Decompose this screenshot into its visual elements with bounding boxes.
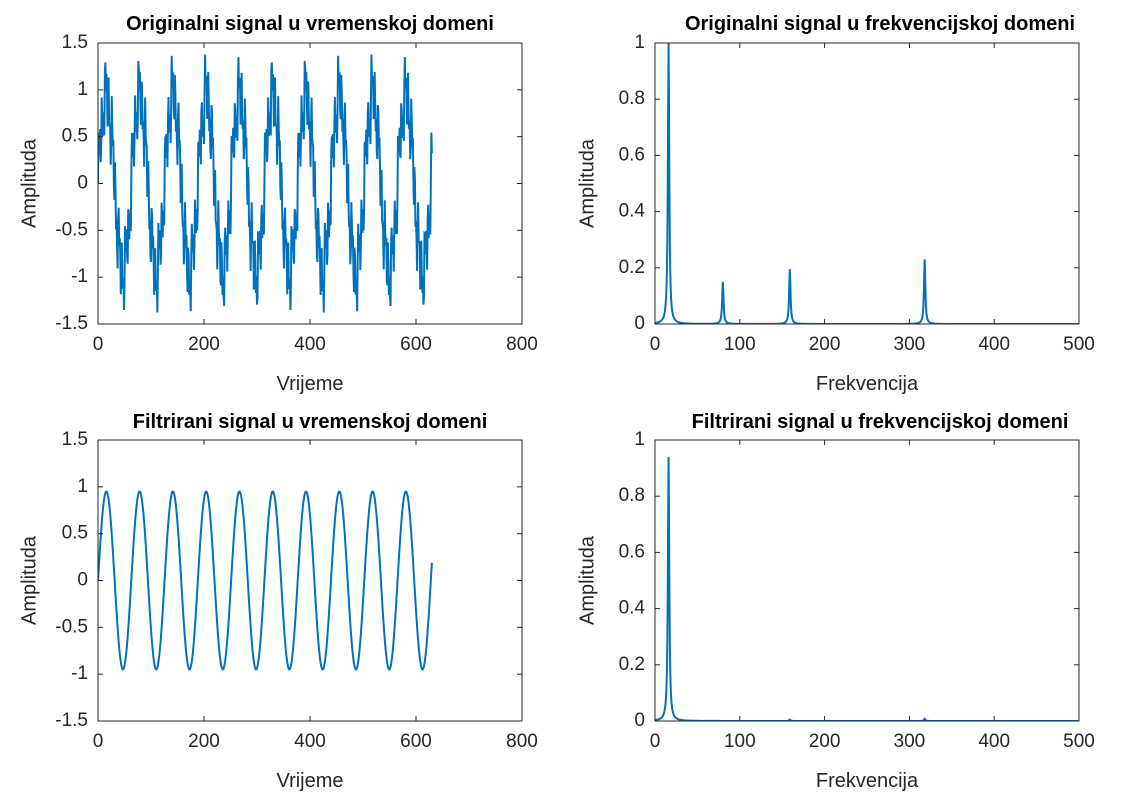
- y-axis-label: Amplituda: [18, 535, 40, 625]
- y-tick-label: -0.5: [55, 616, 88, 637]
- x-tick-label: 200: [188, 334, 220, 355]
- x-axis-label: Frekvencija: [816, 373, 919, 395]
- y-tick-label: 0.8: [619, 485, 645, 506]
- y-tick-label: 0: [77, 570, 88, 591]
- x-tick-label: 100: [724, 731, 756, 752]
- axes-box: [654, 439, 1080, 722]
- y-tick-label: 0: [634, 710, 645, 731]
- x-tick-label: 400: [294, 334, 326, 355]
- y-tick-label: 1: [77, 476, 88, 497]
- x-tick-label: 600: [400, 334, 432, 355]
- x-axis-label: Frekvencija: [816, 770, 919, 792]
- y-tick-label: 0.8: [619, 88, 645, 109]
- y-axis-label: Amplituda: [576, 535, 598, 625]
- y-tick-label: -1.5: [55, 313, 88, 334]
- series-line: [655, 456, 1079, 721]
- x-tick-label: 300: [894, 334, 926, 355]
- y-tick-label: 0.5: [62, 126, 88, 147]
- y-tick-label: 1.5: [62, 32, 88, 53]
- x-tick-label: 600: [400, 731, 432, 752]
- x-tick-label: 200: [188, 731, 220, 752]
- x-axis-label: Vrijeme: [276, 373, 343, 395]
- y-tick-label: 0: [634, 313, 645, 334]
- x-tick-label: 800: [506, 731, 538, 752]
- chart-title: Originalni signal u frekvencijskoj domen…: [685, 13, 1075, 35]
- y-axis-label: Amplituda: [576, 138, 598, 228]
- series-line: [655, 43, 1079, 324]
- y-tick-label: -0.5: [55, 219, 88, 240]
- series-line: [98, 490, 433, 671]
- x-tick-label: 0: [650, 731, 661, 752]
- x-tick-label: 800: [506, 334, 538, 355]
- y-tick-label: 0.6: [619, 541, 645, 562]
- x-tick-label: 500: [1063, 731, 1095, 752]
- y-tick-label: 1: [634, 32, 645, 53]
- chart-title: Filtrirani signal u vremenskoj domeni: [133, 411, 488, 433]
- axes-box: [97, 42, 523, 325]
- x-tick-label: 400: [978, 334, 1010, 355]
- y-tick-label: 1: [634, 429, 645, 450]
- series-line: [98, 54, 433, 313]
- chart-title: Originalni signal u vremenskoj domeni: [126, 13, 494, 35]
- axes-box: [654, 42, 1080, 325]
- y-tick-label: 0.4: [619, 598, 646, 619]
- x-tick-label: 0: [93, 334, 104, 355]
- x-tick-label: 0: [650, 334, 661, 355]
- x-tick-label: 300: [894, 731, 926, 752]
- x-tick-label: 400: [978, 731, 1010, 752]
- y-tick-label: 1.5: [62, 429, 88, 450]
- x-tick-label: 100: [724, 334, 756, 355]
- chart-title: Filtrirani signal u frekvencijskoj domen…: [692, 411, 1069, 433]
- y-tick-label: 0.2: [619, 257, 645, 278]
- y-tick-label: -1: [71, 663, 88, 684]
- x-tick-label: 400: [294, 731, 326, 752]
- axes-box: [97, 439, 523, 722]
- y-tick-label: 0.4: [619, 201, 646, 222]
- y-axis-label: Amplituda: [18, 138, 40, 228]
- y-tick-label: 1: [77, 79, 88, 100]
- x-tick-label: 500: [1063, 334, 1095, 355]
- x-axis-label: Vrijeme: [276, 770, 343, 792]
- y-tick-label: 0: [77, 173, 88, 194]
- y-tick-label: 0.6: [619, 144, 645, 165]
- x-tick-label: 200: [809, 731, 841, 752]
- y-tick-label: 0.5: [62, 523, 88, 544]
- y-tick-label: 0.2: [619, 654, 645, 675]
- y-tick-label: -1.5: [55, 710, 88, 731]
- y-tick-label: -1: [71, 266, 88, 287]
- x-tick-label: 200: [809, 334, 841, 355]
- x-tick-label: 0: [93, 731, 104, 752]
